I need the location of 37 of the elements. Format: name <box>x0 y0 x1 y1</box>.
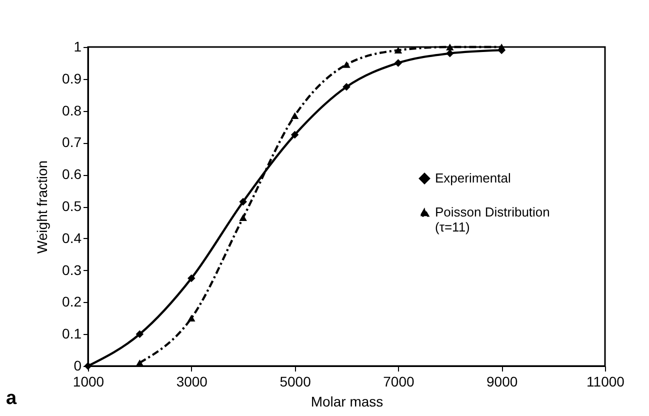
point <box>188 274 196 282</box>
y-axis-title: Weight fraction <box>34 160 50 254</box>
point <box>394 59 402 67</box>
y-tick-label: 0.2 <box>62 294 82 310</box>
point <box>342 61 350 68</box>
text: a <box>6 388 17 410</box>
point <box>188 314 196 322</box>
x-tick-label: 9000 <box>486 374 518 390</box>
y-tick-label: 0.5 <box>62 198 82 214</box>
x-tick-label: 3000 <box>176 374 208 390</box>
x-tick-label: 1000 <box>72 374 104 390</box>
point <box>498 44 506 50</box>
point <box>394 46 402 54</box>
y-tick-label: 0.7 <box>62 134 82 150</box>
legend-label: Poisson Distribution (τ=11) <box>435 204 550 234</box>
x-axis-title: Molar mass <box>310 394 384 410</box>
point <box>446 44 454 50</box>
point <box>342 83 350 91</box>
x-tick-label: 11000 <box>586 374 625 390</box>
point <box>239 198 247 206</box>
point <box>136 330 144 338</box>
point <box>290 130 299 139</box>
point <box>239 214 247 222</box>
y-tick-label: 0.3 <box>62 262 82 278</box>
x-tick-label: 5000 <box>280 374 312 390</box>
y-tick-label: 0 <box>74 358 82 374</box>
point <box>290 112 299 119</box>
legend-label: Experimental <box>435 170 511 186</box>
x-tick-label: 7000 <box>383 374 414 390</box>
point <box>136 359 144 366</box>
y-tick-label: 0.8 <box>62 102 82 118</box>
y-tick-label: 0.6 <box>62 166 82 182</box>
y-tick-label: 0.4 <box>62 230 82 246</box>
y-tick-label: 1 <box>74 38 82 54</box>
y-tick-label: 0.9 <box>62 70 82 86</box>
point <box>446 50 454 58</box>
y-tick-label: 0.1 <box>62 326 82 342</box>
